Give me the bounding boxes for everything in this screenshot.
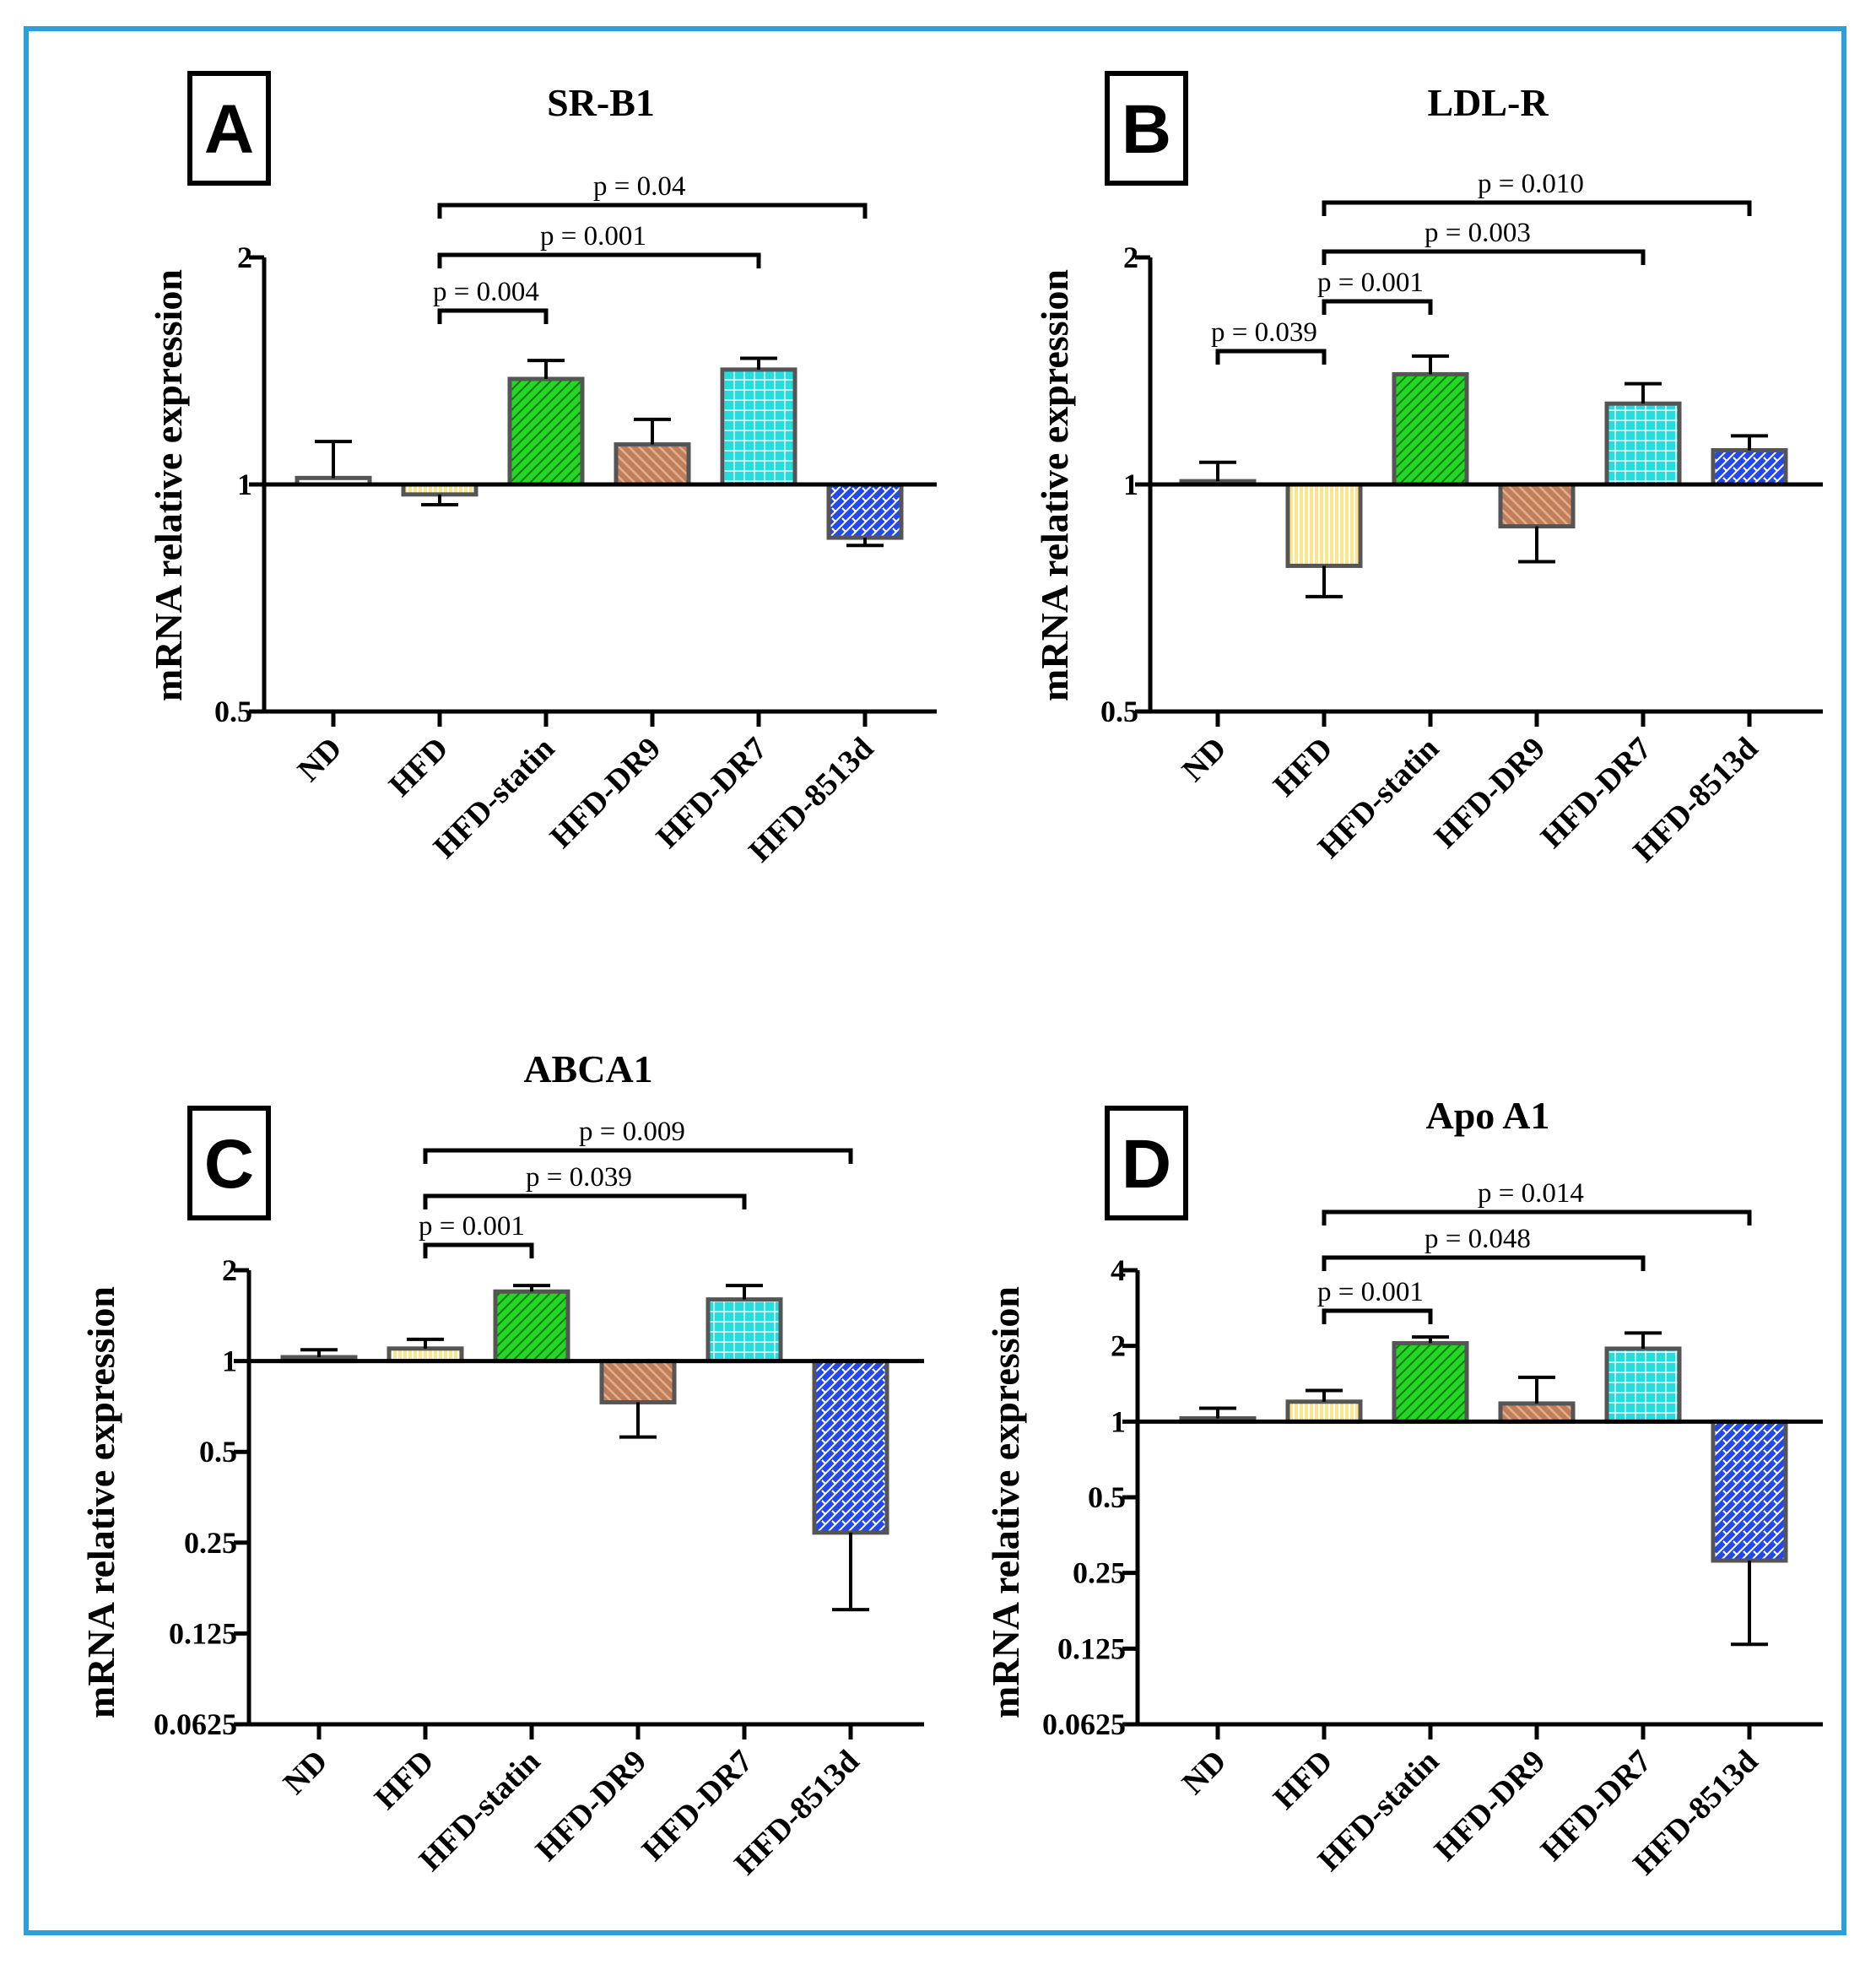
significance-bracket bbox=[1322, 1209, 1752, 1225]
y-tick-label: 0.125 bbox=[1057, 1631, 1126, 1665]
panel-letter: D bbox=[1122, 1126, 1171, 1203]
p-value-label: p = 0.001 bbox=[419, 1211, 525, 1242]
significance-bracket bbox=[423, 1148, 853, 1164]
y-tick-label: 1 bbox=[222, 1345, 237, 1378]
bar-hfd-statin bbox=[493, 1289, 570, 1364]
y-tick-label: 2 bbox=[1123, 241, 1138, 274]
y-tick-label: 2 bbox=[237, 241, 252, 274]
significance-bracket bbox=[437, 203, 868, 219]
y-tick-label: 1 bbox=[237, 468, 252, 501]
chart-title: Apo A1 bbox=[1426, 1094, 1550, 1137]
panel-letter: C bbox=[204, 1126, 254, 1203]
y-tick-label: 0.25 bbox=[1073, 1556, 1126, 1590]
significance-bracket bbox=[437, 308, 549, 324]
p-value-label: p = 0.039 bbox=[526, 1162, 632, 1193]
significance-bracket bbox=[423, 1193, 747, 1209]
y-axis-label: mRNA relative expression bbox=[79, 1286, 122, 1718]
y-tick-label: 0.5 bbox=[214, 695, 252, 728]
bar-hfd-8513d bbox=[812, 1359, 889, 1535]
bar-hfd-dr9 bbox=[614, 442, 691, 487]
p-value-label: p = 0.001 bbox=[540, 221, 646, 252]
p-value-label: p = 0.04 bbox=[593, 171, 685, 202]
p-value-label: p = 0.001 bbox=[1317, 1277, 1424, 1307]
y-tick-label: 0.0625 bbox=[1042, 1707, 1126, 1741]
y-tick-label: 1 bbox=[1123, 468, 1138, 501]
p-value-label: p = 0.001 bbox=[1317, 268, 1424, 298]
y-tick-label: 2 bbox=[1111, 1329, 1126, 1363]
y-axis-label: mRNA relative expression bbox=[984, 1286, 1027, 1718]
significance-bracket bbox=[1322, 249, 1646, 265]
p-value-label: p = 0.039 bbox=[1211, 317, 1317, 348]
p-value-label: p = 0.014 bbox=[1478, 1178, 1584, 1209]
panel-letter-box bbox=[187, 71, 271, 186]
y-tick-label: 2 bbox=[222, 1253, 237, 1287]
significance-bracket bbox=[437, 252, 761, 268]
y-tick-label: 0.5 bbox=[199, 1435, 237, 1469]
panel-letter: B bbox=[1122, 91, 1171, 168]
significance-bracket bbox=[1215, 349, 1327, 365]
panel-letter-box bbox=[187, 1106, 271, 1220]
y-tick-label: 4 bbox=[1111, 1253, 1126, 1287]
p-value-label: p = 0.004 bbox=[433, 277, 539, 307]
bar-hfd-8513d bbox=[1711, 447, 1788, 487]
y-tick-label: 0.5 bbox=[1100, 695, 1138, 728]
panel-letter: A bbox=[204, 91, 254, 168]
bar-hfd-dr9 bbox=[599, 1359, 677, 1404]
significance-bracket bbox=[1322, 1255, 1646, 1271]
y-axis-label: mRNA relative expression bbox=[1033, 269, 1076, 701]
y-tick-label: 0.25 bbox=[184, 1526, 237, 1560]
y-tick-label: 0.5 bbox=[1088, 1480, 1126, 1514]
significance-bracket bbox=[1322, 200, 1752, 216]
y-tick-label: 0.125 bbox=[169, 1616, 237, 1650]
panel-letter-box bbox=[1105, 1106, 1188, 1220]
bar-hfd-statin bbox=[507, 376, 585, 487]
figure-frame bbox=[24, 26, 1846, 1935]
chart-title: LDL-R bbox=[1427, 81, 1549, 124]
p-value-label: p = 0.009 bbox=[579, 1117, 685, 1147]
p-value-label: p = 0.003 bbox=[1425, 218, 1531, 248]
significance-bracket bbox=[1322, 299, 1433, 315]
significance-bracket bbox=[423, 1242, 534, 1258]
y-tick-label: 0.0625 bbox=[154, 1707, 237, 1741]
y-tick-label: 1 bbox=[1111, 1404, 1126, 1438]
chart-title: ABCA1 bbox=[523, 1047, 652, 1090]
panel-letter-box bbox=[1105, 71, 1188, 186]
p-value-label: p = 0.048 bbox=[1425, 1224, 1531, 1254]
y-axis-label: mRNA relative expression bbox=[147, 269, 190, 701]
bar-hfd-8513d bbox=[826, 482, 904, 540]
bar-hfd bbox=[1285, 482, 1363, 568]
p-value-label: p = 0.010 bbox=[1478, 169, 1584, 199]
chart-title: SR-B1 bbox=[547, 81, 655, 124]
significance-bracket bbox=[1322, 1308, 1433, 1324]
